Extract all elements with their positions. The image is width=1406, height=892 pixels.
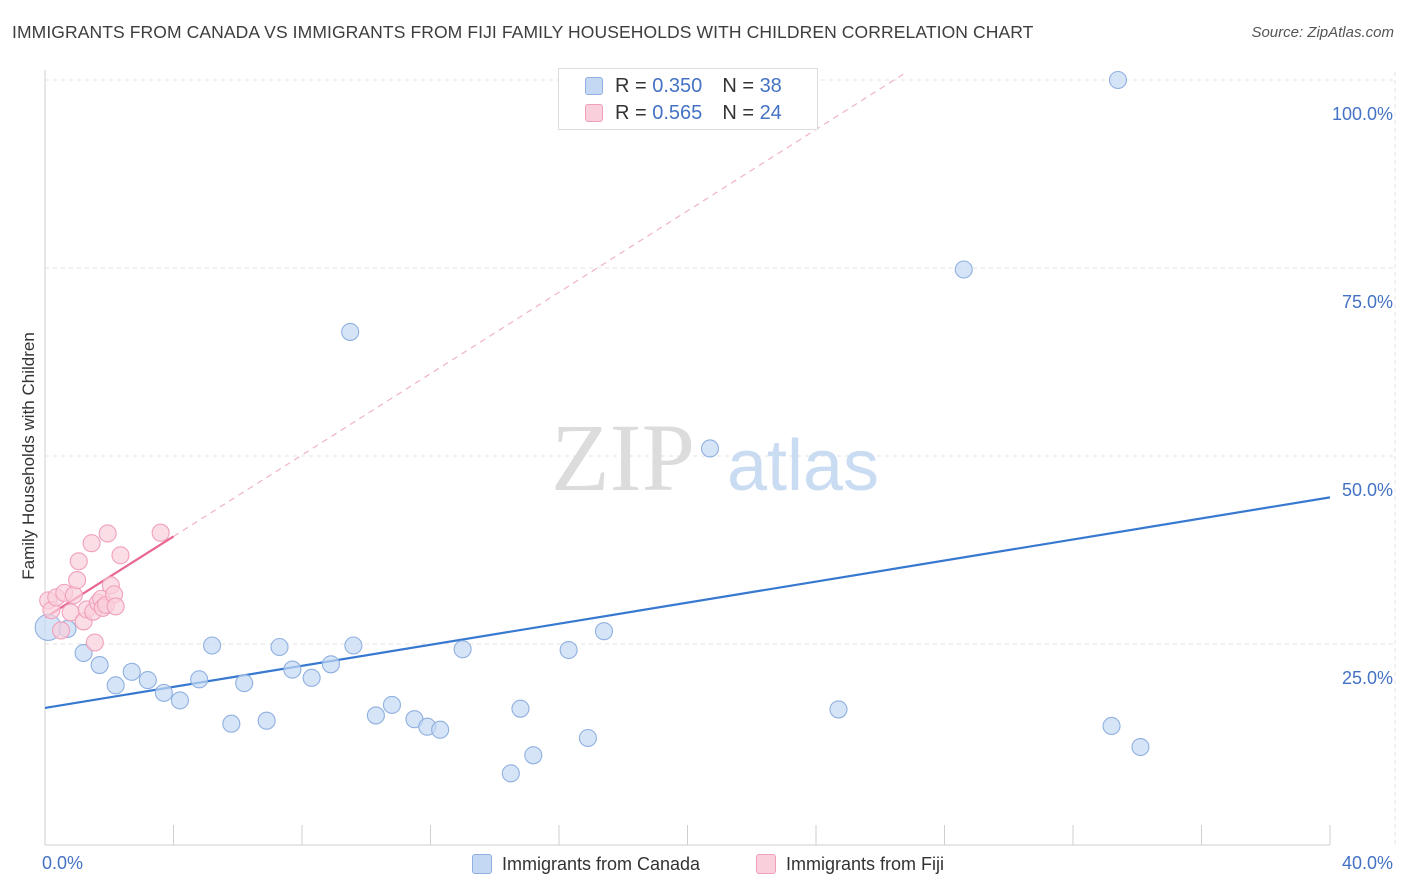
canada-point (154, 683, 173, 702)
canada-point (829, 700, 848, 719)
legend-row-canada: R = 0.350 N = 38 (585, 73, 782, 99)
canada-point (283, 660, 302, 679)
canada-point (366, 706, 385, 725)
canada-point (1108, 70, 1128, 90)
fiji-point (52, 621, 71, 640)
watermark-zip: ZIP (551, 404, 695, 511)
fiji-point (69, 552, 88, 571)
canada-point (74, 643, 93, 663)
series-swatch-canada (472, 854, 492, 874)
series-label-canada: Immigrants from Canada (502, 853, 701, 874)
canada-trend-line (44, 496, 1331, 710)
x-tick-label-min: 0.0% (42, 853, 83, 873)
legend-r-fiji: 0.565 (652, 101, 703, 124)
canada-point (431, 720, 450, 739)
series-legend-canada[interactable]: Immigrants from Canada (472, 851, 700, 877)
y-tick-label: 100.0% (1332, 104, 1393, 124)
legend-row-fiji: R = 0.565 N = 24 (585, 100, 782, 126)
fiji-point (111, 546, 130, 565)
source-credit: Source: ZipAtlas.com (1251, 24, 1394, 41)
canada-point (341, 322, 360, 341)
canada-point (222, 714, 241, 733)
canada-point (700, 439, 720, 458)
y-tick-label: 25.0% (1342, 668, 1393, 688)
fiji-point (98, 524, 117, 543)
tick-labels: 25.0% 50.0% 75.0% 100.0% 0.0% 40.0% (42, 104, 1393, 873)
canada-point (235, 674, 254, 693)
fiji-point (85, 633, 104, 652)
legend-n-fiji: 24 (759, 101, 782, 124)
y-axis-label: Family Households with Children (19, 332, 38, 580)
legend-r-canada: 0.350 (652, 74, 703, 97)
canada-point (90, 656, 109, 675)
watermark: ZIP atlas (551, 404, 879, 511)
canada-point (170, 691, 189, 710)
canada-point (270, 637, 289, 657)
canada-point (1102, 716, 1121, 736)
gridlines (45, 72, 1396, 845)
canada-point (106, 676, 125, 695)
legend-swatch-fiji (585, 104, 603, 122)
canada-point (344, 636, 363, 655)
fiji-point (82, 534, 101, 553)
canada-point (578, 728, 597, 748)
legend-n-label: N = (722, 74, 754, 97)
canada-point (524, 746, 543, 765)
y-tick-label: 50.0% (1342, 480, 1393, 500)
fiji-point (68, 571, 87, 590)
canada-point (511, 699, 530, 718)
legend-r-label: R = (615, 74, 647, 97)
chart-title: IMMIGRANTS FROM CANADA VS IMMIGRANTS FRO… (12, 22, 1034, 42)
canada-point (594, 622, 614, 641)
x-tick-label-max: 40.0% (1342, 853, 1393, 873)
legend-r-label: R = (615, 101, 647, 124)
correlation-legend: R = 0.350 N = 38 R = 0.565 N = 24 (558, 68, 818, 130)
canada-point (138, 671, 157, 690)
canada-point (302, 668, 321, 687)
canada-point (954, 260, 973, 279)
data-points (34, 70, 1150, 783)
watermark-atlas: atlas (727, 426, 879, 506)
canada-point (1131, 737, 1150, 757)
fiji-point (151, 523, 170, 542)
fiji-trend-extension (173, 71, 907, 537)
canada-point (257, 711, 276, 730)
legend-swatch-canada (585, 77, 603, 95)
series-legend-fiji[interactable]: Immigrants from Fiji (756, 851, 944, 877)
canada-point (501, 764, 520, 783)
canada-point (559, 640, 578, 660)
legend-n-label: N = (722, 101, 754, 124)
y-tick-label: 75.0% (1342, 292, 1393, 312)
series-swatch-fiji (756, 854, 776, 874)
legend-n-canada: 38 (759, 74, 782, 97)
canada-point (203, 636, 222, 655)
axes (44, 70, 1331, 846)
canada-point (321, 655, 340, 674)
canada-point (122, 662, 141, 681)
fiji-point (106, 597, 125, 616)
trend-lines (44, 71, 1331, 710)
series-label-fiji: Immigrants from Fiji (786, 853, 945, 874)
fiji-point (64, 586, 83, 605)
canada-point (382, 695, 402, 714)
canada-point (190, 670, 209, 689)
canada-point (453, 640, 472, 659)
